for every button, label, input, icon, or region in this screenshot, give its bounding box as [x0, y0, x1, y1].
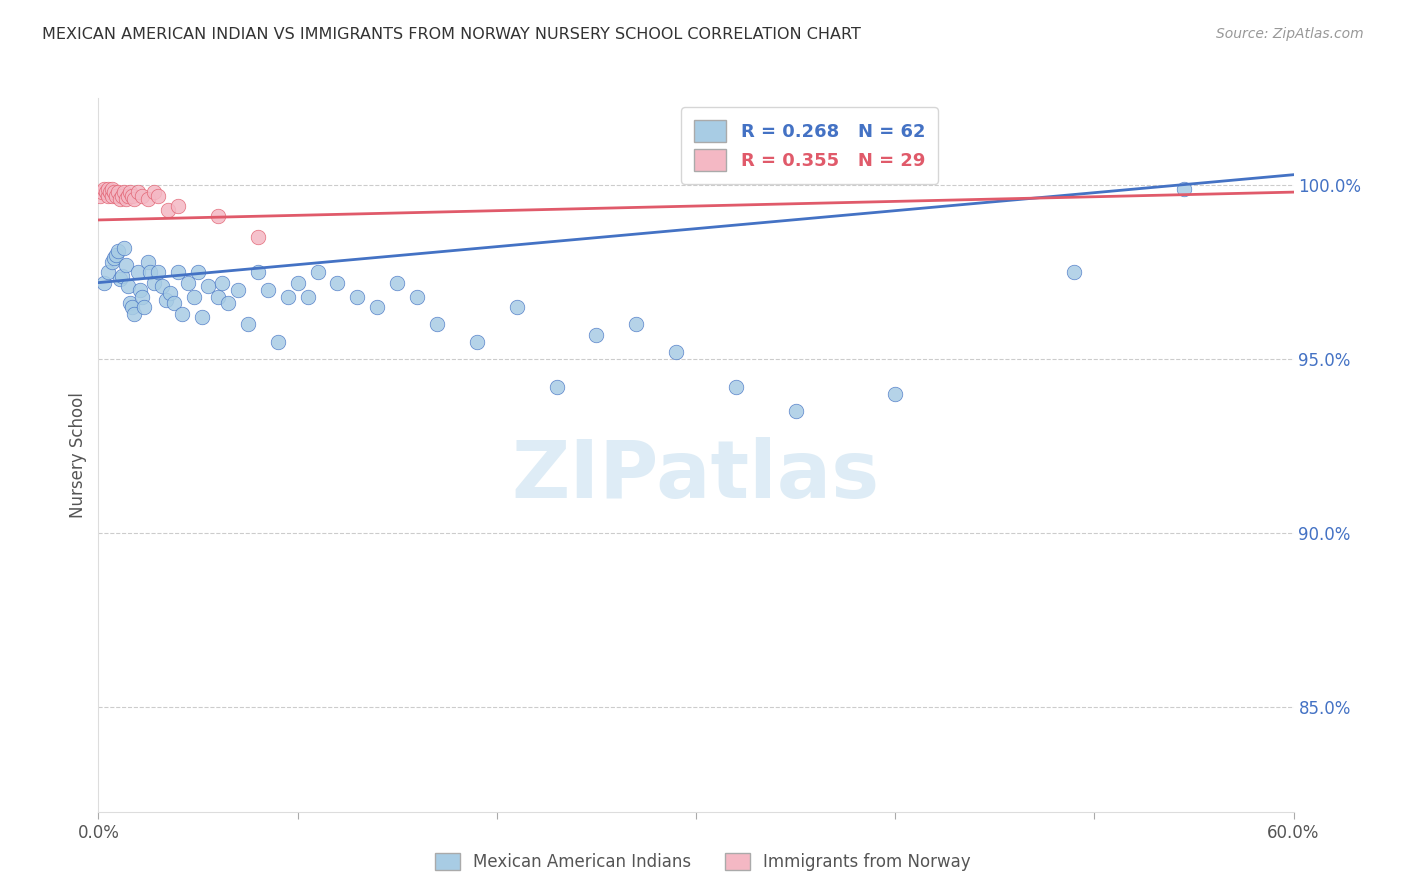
Point	[246, 230, 269, 244]
Point	[626, 318, 648, 332]
Point	[110, 272, 132, 286]
Point	[172, 307, 194, 321]
Point	[307, 265, 329, 279]
Point	[143, 185, 166, 199]
Point	[884, 387, 907, 401]
Text: Source: ZipAtlas.com: Source: ZipAtlas.com	[1216, 27, 1364, 41]
Y-axis label: Nursery School: Nursery School	[69, 392, 87, 518]
Point	[111, 188, 134, 202]
Point	[110, 192, 132, 206]
Point	[406, 289, 429, 303]
Point	[124, 192, 146, 206]
Point	[785, 404, 807, 418]
Point	[157, 202, 180, 217]
Point	[136, 254, 159, 268]
Point	[226, 283, 249, 297]
Point	[97, 188, 120, 202]
Point	[127, 185, 149, 199]
Point	[105, 248, 128, 262]
Point	[107, 185, 129, 199]
Point	[139, 265, 162, 279]
Point	[465, 334, 488, 349]
Point	[107, 244, 129, 259]
Point	[256, 283, 278, 297]
Point	[117, 279, 139, 293]
Point	[127, 265, 149, 279]
Point	[91, 185, 114, 199]
Point	[426, 318, 449, 332]
Point	[724, 380, 747, 394]
Point	[150, 279, 173, 293]
Point	[155, 293, 177, 307]
Point	[207, 210, 229, 224]
Text: MEXICAN AMERICAN INDIAN VS IMMIGRANTS FROM NORWAY NURSERY SCHOOL CORRELATION CHA: MEXICAN AMERICAN INDIAN VS IMMIGRANTS FR…	[42, 27, 860, 42]
Point	[101, 181, 124, 195]
Point	[115, 258, 138, 272]
Point	[167, 265, 190, 279]
Point	[136, 192, 159, 206]
Point	[326, 276, 349, 290]
Point	[506, 300, 529, 314]
Point	[297, 289, 319, 303]
Point	[89, 188, 111, 202]
Point	[346, 289, 368, 303]
Point	[148, 265, 170, 279]
Point	[120, 185, 142, 199]
Point	[121, 188, 143, 202]
Point	[366, 300, 388, 314]
Point	[124, 307, 146, 321]
Point	[112, 241, 135, 255]
Point	[120, 296, 142, 310]
Point	[117, 188, 139, 202]
Point	[385, 276, 409, 290]
Point	[143, 276, 166, 290]
Legend: R = 0.268   N = 62, R = 0.355   N = 29: R = 0.268 N = 62, R = 0.355 N = 29	[681, 107, 938, 184]
Point	[277, 289, 299, 303]
Point	[197, 279, 219, 293]
Text: ZIPatlas: ZIPatlas	[512, 437, 880, 516]
Point	[163, 296, 186, 310]
Point	[585, 327, 607, 342]
Point	[159, 286, 181, 301]
Point	[100, 185, 122, 199]
Point	[236, 318, 259, 332]
Point	[183, 289, 205, 303]
Point	[97, 265, 120, 279]
Point	[246, 265, 269, 279]
Point	[121, 300, 143, 314]
Point	[103, 185, 125, 199]
Point	[97, 181, 120, 195]
Point	[665, 345, 688, 359]
Point	[267, 334, 290, 349]
Point	[148, 188, 170, 202]
Point	[131, 188, 153, 202]
Point	[93, 276, 115, 290]
Point	[1173, 181, 1195, 195]
Point	[177, 276, 200, 290]
Point	[103, 252, 125, 266]
Point	[93, 181, 115, 195]
Point	[115, 192, 138, 206]
Point	[105, 188, 128, 202]
Point	[112, 185, 135, 199]
Point	[167, 199, 190, 213]
Point	[101, 254, 124, 268]
Point	[187, 265, 209, 279]
Point	[546, 380, 568, 394]
Point	[191, 310, 214, 325]
Point	[207, 289, 229, 303]
Point	[287, 276, 309, 290]
Point	[129, 283, 152, 297]
Point	[211, 276, 233, 290]
Point	[101, 188, 124, 202]
Legend: Mexican American Indians, Immigrants from Norway: Mexican American Indians, Immigrants fro…	[427, 845, 979, 880]
Point	[111, 268, 134, 283]
Point	[134, 300, 156, 314]
Point	[131, 289, 153, 303]
Point	[217, 296, 239, 310]
Point	[1063, 265, 1085, 279]
Point	[96, 185, 118, 199]
